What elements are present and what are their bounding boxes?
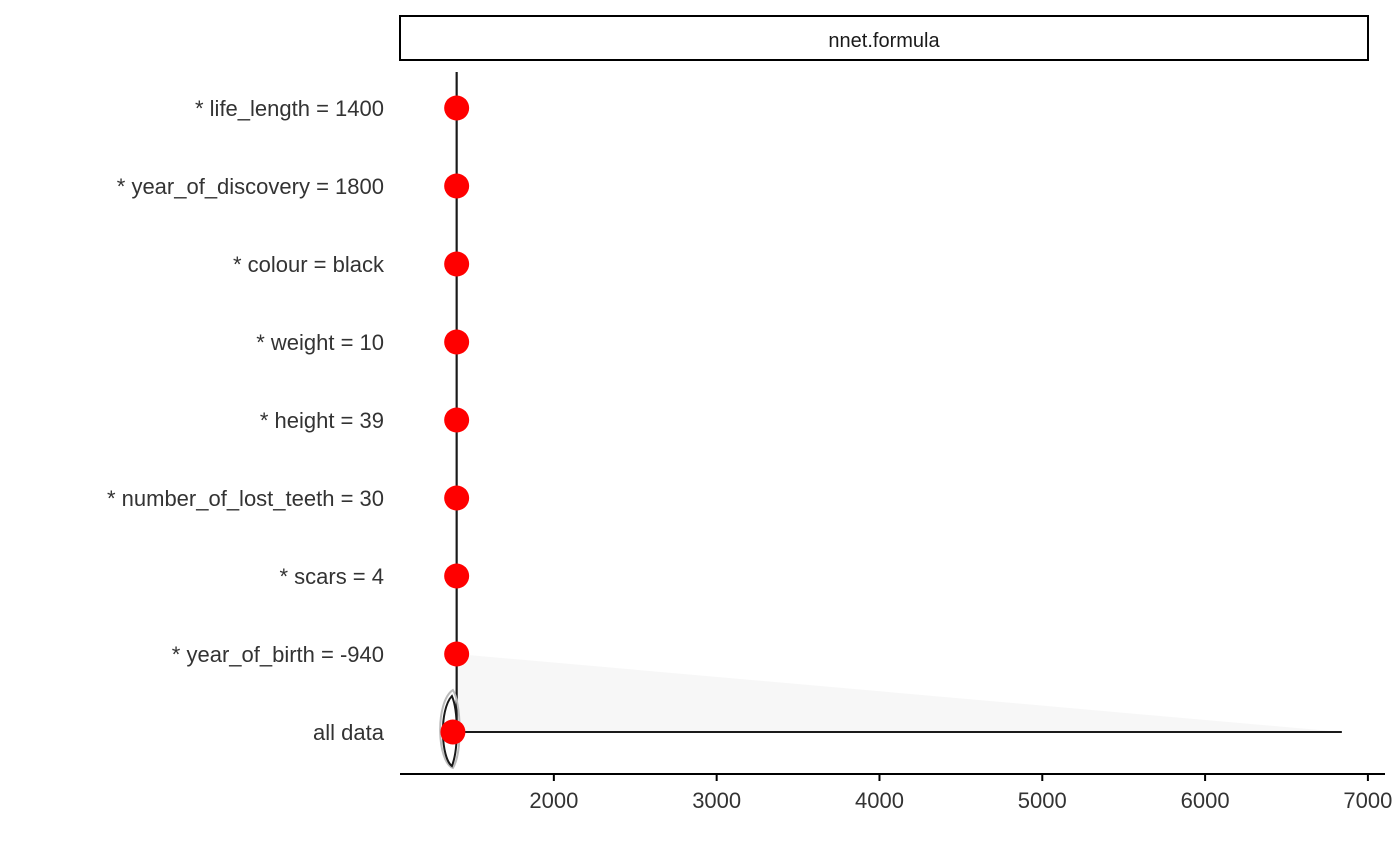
y-axis-label: * life_length = 1400 bbox=[195, 96, 384, 121]
x-tick-label: 3000 bbox=[692, 788, 741, 813]
contribution-point bbox=[444, 95, 470, 121]
x-tick-label: 6000 bbox=[1181, 788, 1230, 813]
contribution-point bbox=[444, 407, 470, 433]
y-axis-label: all data bbox=[313, 720, 385, 745]
x-tick-label: 7000 bbox=[1343, 788, 1392, 813]
x-tick-label: 2000 bbox=[529, 788, 578, 813]
contribution-point bbox=[444, 485, 470, 511]
plot-area bbox=[439, 72, 1342, 770]
y-axis-label: * year_of_birth = -940 bbox=[172, 642, 384, 667]
x-tick-label: 4000 bbox=[855, 788, 904, 813]
y-axis-labels: * life_length = 1400 * year_of_discovery … bbox=[107, 96, 385, 745]
y-axis-label: * colour = black bbox=[233, 252, 385, 277]
contribution-point bbox=[444, 251, 470, 277]
facet-strip: nnet.formula bbox=[399, 15, 1369, 61]
y-axis-label: * weight = 10 bbox=[256, 330, 384, 355]
all-data-point bbox=[440, 719, 466, 745]
y-axis-label: * scars = 4 bbox=[279, 564, 384, 589]
y-axis-label: * number_of_lost_teeth = 30 bbox=[107, 486, 384, 511]
distribution-band bbox=[456, 654, 1342, 732]
contribution-point bbox=[444, 563, 470, 589]
facet-strip-label: nnet.formula bbox=[828, 30, 940, 52]
contribution-point bbox=[444, 641, 470, 667]
facet-strip-box bbox=[399, 15, 1369, 61]
y-axis-label: * height = 39 bbox=[260, 408, 384, 433]
x-tick-label: 5000 bbox=[1018, 788, 1067, 813]
all-data-violin-outer bbox=[439, 688, 461, 770]
all-data-violin-inner bbox=[441, 694, 458, 768]
y-axis-label: * year_of_discovery = 1800 bbox=[117, 174, 384, 199]
x-axis: 2000 3000 4000 5000 6000 7000 bbox=[400, 773, 1392, 813]
contribution-point bbox=[444, 329, 470, 355]
contribution-point bbox=[444, 173, 470, 199]
